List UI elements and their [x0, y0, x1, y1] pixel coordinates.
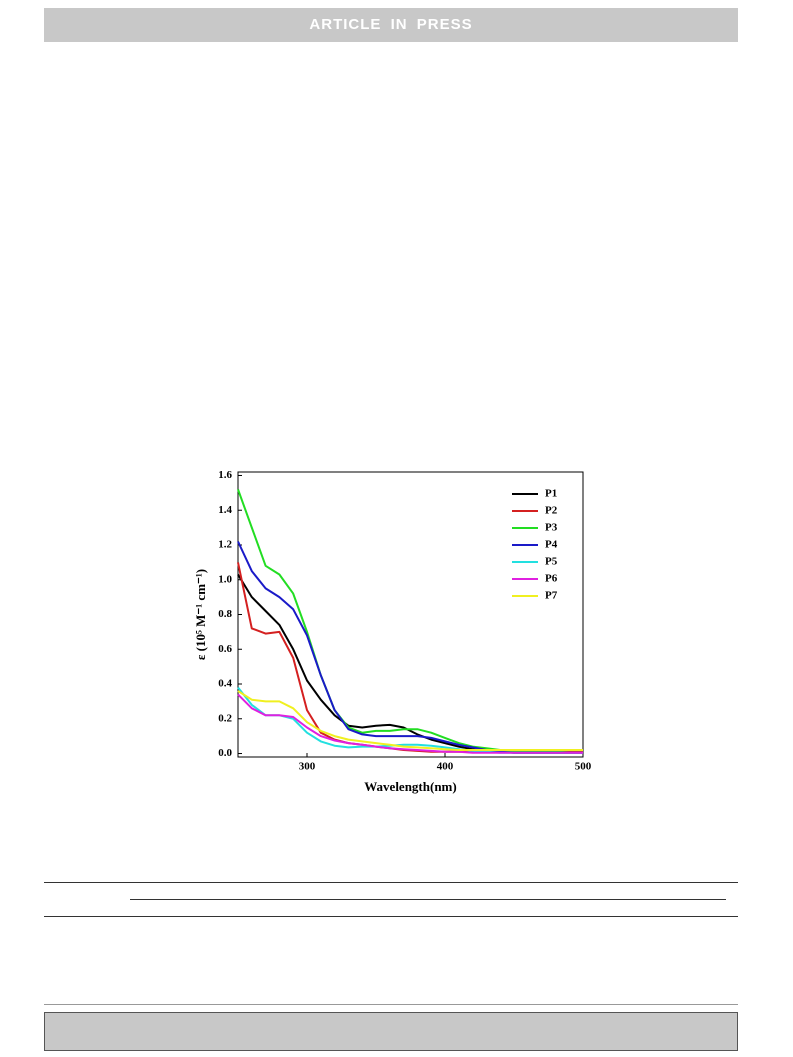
x-axis-label: Wavelength(nm) [364, 779, 456, 794]
y-tick-label: 1.4 [218, 504, 232, 516]
y-tick-label: 0.2 [218, 712, 232, 724]
header-bar: ARTICLE IN PRESS [44, 8, 738, 42]
y-tick-label: 1.0 [218, 573, 232, 585]
y-tick-label: 0.4 [218, 678, 232, 690]
legend-label: P6 [545, 573, 558, 585]
x-tick-label: 300 [299, 761, 316, 773]
legend-label: P5 [545, 556, 558, 568]
y-tick-label: 0.8 [218, 608, 232, 620]
x-tick-label: 400 [437, 761, 454, 773]
series-line [237, 686, 583, 754]
legend-label: P7 [545, 590, 558, 602]
y-tick-label: 0.6 [218, 643, 232, 655]
legend-label: P2 [545, 505, 558, 517]
series-line [237, 541, 583, 754]
table-sub-rule [130, 899, 726, 900]
footnote-rule [44, 1004, 738, 1005]
table-top-rule [44, 882, 738, 883]
y-tick-label: 1.6 [218, 469, 232, 481]
y-axis-label: ε (10⁵ M⁻¹ cm⁻¹) [193, 569, 208, 660]
y-tick-label: 1.2 [218, 539, 232, 551]
legend-label: P4 [545, 539, 558, 551]
series-line [237, 693, 583, 754]
series-line [237, 690, 583, 751]
y-tick-label: 0.0 [218, 747, 232, 759]
x-tick-label: 500 [575, 761, 592, 773]
table-bottom-rule [44, 916, 738, 917]
legend-label: P1 [545, 488, 557, 500]
footer-bar [44, 1012, 738, 1051]
legend-label: P3 [545, 522, 558, 534]
series-line [237, 562, 583, 753]
plot-frame [237, 471, 584, 758]
series-line [237, 573, 583, 754]
